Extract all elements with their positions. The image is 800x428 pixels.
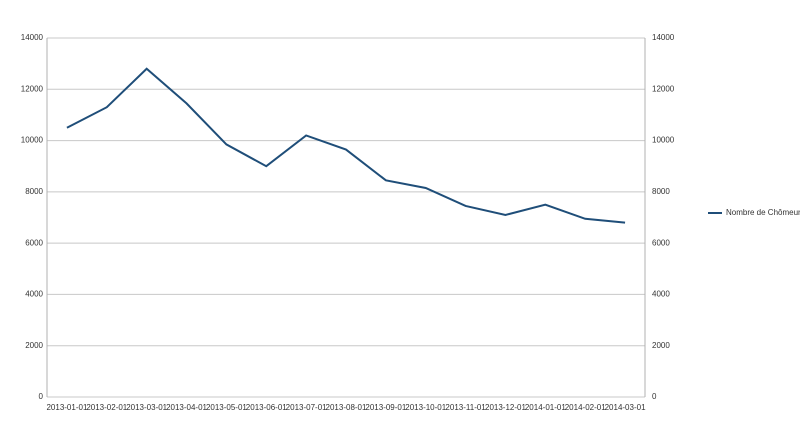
y-tick-label: 10000 xyxy=(21,136,44,145)
x-tick-label: 2013-01-01 xyxy=(46,403,87,412)
x-tick-label: 2013-10-01 xyxy=(405,403,446,412)
x-tick-label: 2013-05-01 xyxy=(206,403,247,412)
y-tick-label: 0 xyxy=(39,392,44,401)
line xyxy=(66,67,626,224)
x-tick-label: 2014-03-01 xyxy=(605,403,646,412)
y2-tick-label: 2000 xyxy=(652,341,670,350)
y2-tick-label: 14000 xyxy=(652,33,675,42)
x-tick-label: 2013-06-01 xyxy=(246,403,287,412)
x-tick-label: 2013-08-01 xyxy=(326,403,367,412)
y2-tick-label: 0 xyxy=(652,392,657,401)
y2-tick-label: 12000 xyxy=(652,84,675,93)
x-tick-label: 2014-02-01 xyxy=(565,403,606,412)
x-tick-label: 2013-04-01 xyxy=(166,403,207,412)
y-tick-label: 8000 xyxy=(25,187,43,196)
legend-label: Nombre de Chômeur xyxy=(726,208,800,217)
x-tick-label: 2013-03-01 xyxy=(126,403,167,412)
x-tick-label: 2013-12-01 xyxy=(485,403,526,412)
x-tick-label: 2013-07-01 xyxy=(286,403,327,412)
x-tick-label: 2013-11-01 xyxy=(445,403,486,412)
y2-tick-label: 4000 xyxy=(652,290,670,299)
y-tick-label: 2000 xyxy=(25,341,43,350)
y2-tick-label: 8000 xyxy=(652,187,670,196)
x-tick-label: 2013-09-01 xyxy=(365,403,406,412)
x-tick-label: 2013-02-01 xyxy=(86,403,127,412)
y-tick-label: 12000 xyxy=(21,84,44,93)
y-tick-label: 4000 xyxy=(25,290,43,299)
y-tick-label: 14000 xyxy=(21,33,44,42)
y2-tick-label: 10000 xyxy=(652,136,675,145)
y-tick-label: 6000 xyxy=(25,238,43,247)
x-tick-label: 2014-01-01 xyxy=(525,403,566,412)
y2-tick-label: 6000 xyxy=(652,238,670,247)
